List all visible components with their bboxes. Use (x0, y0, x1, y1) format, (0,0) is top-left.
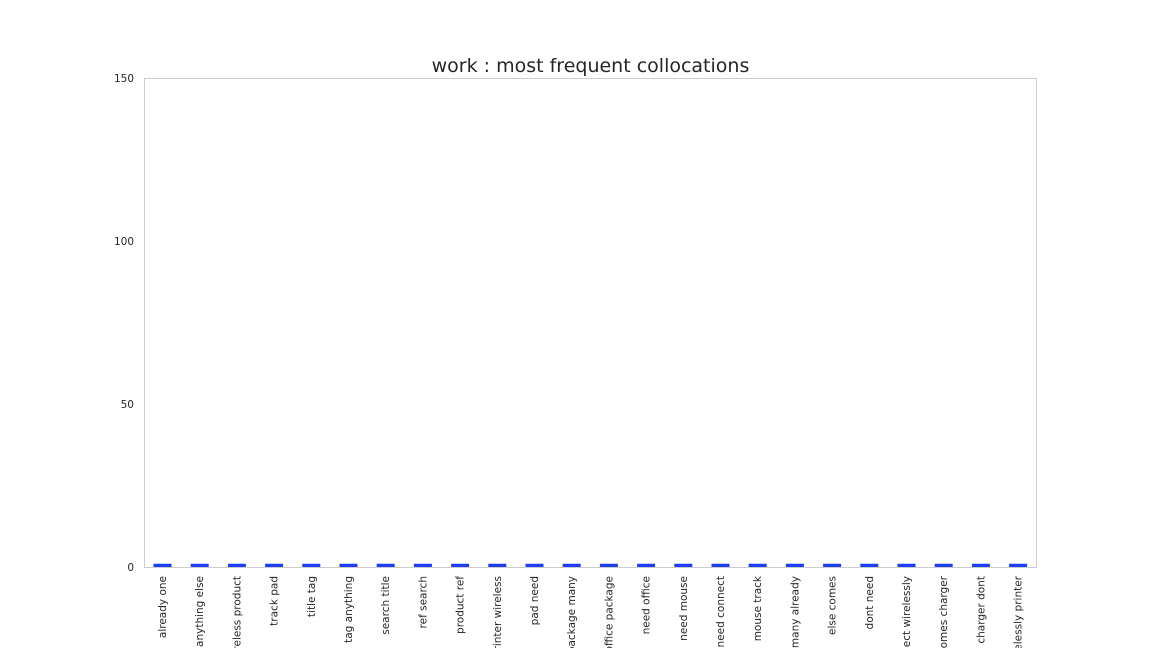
bar (785, 563, 804, 567)
x-tick-label: comes charger (938, 575, 950, 648)
bar (897, 563, 916, 567)
bars-group (153, 563, 1028, 567)
x-tick-label: tag anything (343, 576, 355, 643)
bar (934, 563, 953, 567)
bar (190, 563, 209, 567)
bar (748, 563, 767, 567)
bar (971, 563, 990, 567)
x-tick-label: charger dont (975, 576, 987, 644)
x-tick-label: need connect (715, 576, 727, 647)
bar (376, 563, 395, 567)
bar (562, 563, 581, 567)
bar (227, 563, 246, 567)
x-tick-label: office package (603, 576, 615, 648)
bar (339, 563, 358, 567)
chart-title: work : most frequent collocations (432, 55, 750, 77)
bar (302, 563, 321, 567)
x-tick-label: anything else (194, 576, 206, 647)
x-tick-label: mouse track (752, 575, 764, 641)
bar (599, 563, 618, 567)
x-tick-label: ref search (417, 576, 429, 628)
y-axis-ticks: 0 50 100 150 (114, 73, 134, 574)
x-tick-label: wireless product (231, 576, 243, 648)
bar (860, 563, 879, 567)
x-tick-label: pad need (529, 576, 541, 625)
bar (265, 563, 284, 567)
bar (153, 563, 172, 567)
x-tick-label: package many (566, 576, 578, 648)
bar (823, 563, 842, 567)
bar (451, 563, 470, 567)
bar (637, 563, 656, 567)
x-tick-label: already one (157, 576, 169, 638)
bar (413, 563, 432, 567)
bar (525, 563, 544, 567)
y-tick-label: 150 (114, 73, 134, 85)
x-tick-label: need office (641, 576, 653, 634)
bar (488, 563, 507, 567)
x-tick-label: track pad (269, 576, 281, 626)
y-tick-label: 50 (121, 399, 134, 411)
x-tick-label: wirelessly printer (1013, 575, 1025, 648)
y-tick-label: 0 (127, 562, 134, 574)
x-tick-label: else comes (827, 576, 839, 635)
x-tick-label: product ref (455, 576, 467, 634)
plot-frame (144, 78, 1037, 568)
x-tick-label: printer wireless (492, 576, 504, 648)
y-tick-label: 100 (114, 236, 134, 248)
x-tick-label: title tag (306, 576, 318, 617)
x-tick-label: need mouse (678, 576, 690, 641)
x-axis-ticks: already one anything else wireless product… (157, 575, 1025, 648)
x-tick-label: search title (380, 576, 392, 635)
x-tick-label: dont need (864, 576, 876, 629)
bar (711, 563, 730, 567)
x-tick-label: many already (789, 576, 801, 648)
bar (1009, 563, 1028, 567)
x-tick-label: connect wirelessly (901, 576, 913, 648)
bar (674, 563, 693, 567)
